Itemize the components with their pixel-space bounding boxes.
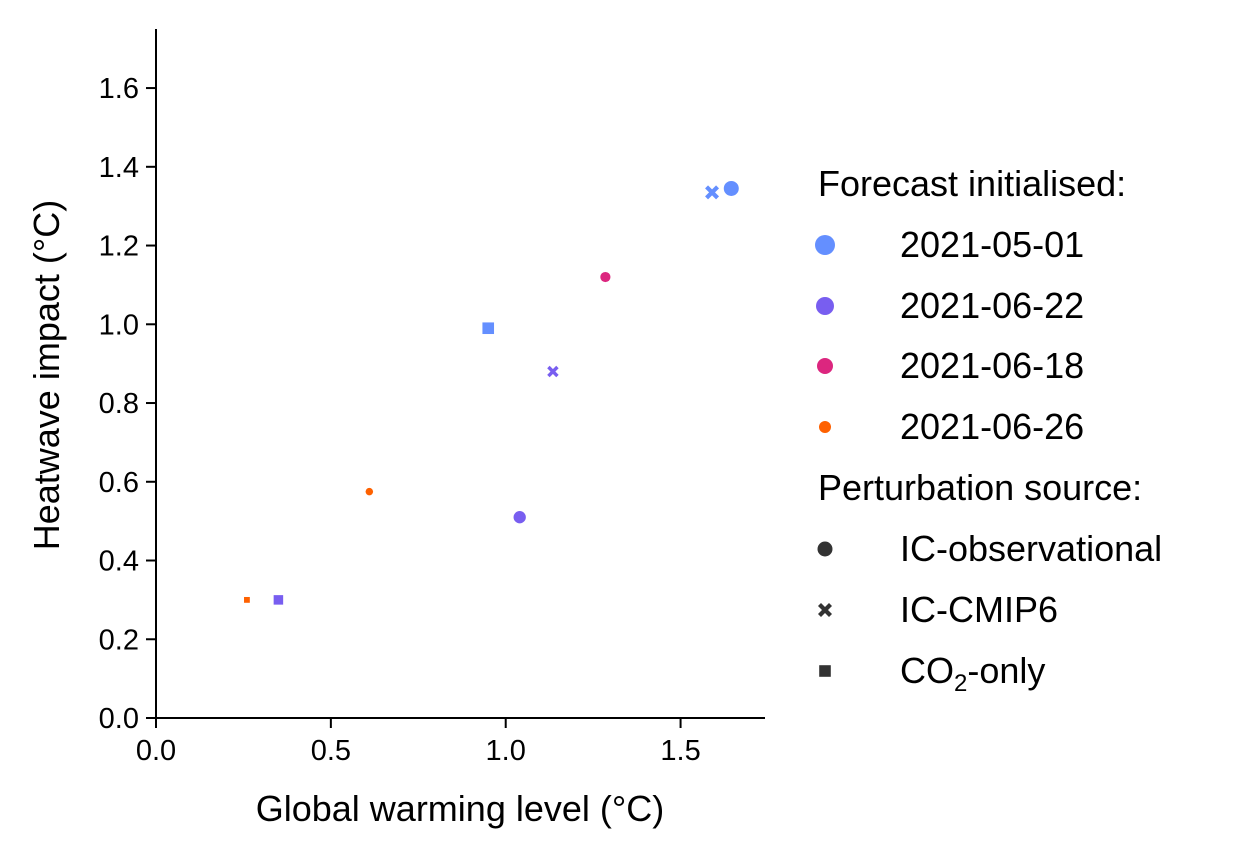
x-tick-label: 0.5 xyxy=(311,735,351,767)
data-point xyxy=(482,322,495,335)
legend-style-marker xyxy=(818,603,832,617)
legend-label-main: CO xyxy=(900,650,954,691)
y-axis-title: Heatwave impact (°C) xyxy=(26,200,67,551)
y-tick-label: 1.4 xyxy=(99,152,139,184)
x-tick-label: 0.0 xyxy=(136,735,176,767)
legend-style-label: IC-observational xyxy=(900,528,1162,569)
legend-hue-marker xyxy=(817,358,833,374)
x-axis-title: Global warming level (°C) xyxy=(256,788,665,829)
legend-style-label: IC-CMIP6 xyxy=(900,589,1058,630)
legend-hue-label: 2021-06-22 xyxy=(900,285,1084,326)
legend-hue-marker xyxy=(816,297,834,315)
legend-hue-label: 2021-05-01 xyxy=(900,224,1084,265)
legend-hue-marker xyxy=(819,421,831,433)
legend-label-subscript: 2 xyxy=(954,670,967,697)
legend-style-label: CO2-only xyxy=(900,650,1045,697)
legend-hue-entries: 2021-05-01 2021-06-22 2021-06-18 2021-06-26 xyxy=(815,224,1084,447)
data-point xyxy=(244,596,250,603)
legend-style-marker xyxy=(819,665,831,677)
data-point xyxy=(600,271,611,283)
data-points xyxy=(244,180,739,605)
y-tick-label: 1.6 xyxy=(99,73,139,105)
x-tick-label: 1.0 xyxy=(486,735,526,767)
axes: 0.0 0.5 1.0 1.5 0.0 0.2 0.4 0.6 0.8 1.0 1.2 1.4 1.6 xyxy=(99,29,765,767)
data-point xyxy=(273,595,284,605)
legend-hue-title: Forecast initialised: xyxy=(818,163,1126,204)
y-tick-label: 0.0 xyxy=(99,703,139,735)
data-point xyxy=(705,185,720,200)
legend-hue-label: 2021-06-18 xyxy=(900,345,1084,386)
y-tick-label: 1.0 xyxy=(99,309,139,341)
legend: Forecast initialised: 2021-05-01 2021-06-… xyxy=(815,163,1162,697)
x-tick-label: 1.5 xyxy=(660,735,700,767)
legend-style-entries: IC-observational IC-CMIP6 CO2-only xyxy=(817,528,1162,697)
data-point xyxy=(547,365,559,378)
y-tick-label: 0.2 xyxy=(99,624,139,656)
legend-hue-marker xyxy=(815,235,835,255)
data-point xyxy=(513,511,526,524)
legend-hue-label: 2021-06-26 xyxy=(900,406,1084,447)
legend-label-rest: -only xyxy=(967,650,1045,691)
legend-style-marker xyxy=(817,541,833,557)
x-ticks: 0.0 0.5 1.0 1.5 xyxy=(136,718,701,767)
y-ticks: 0.0 0.2 0.4 0.6 0.8 1.0 1.2 1.4 1.6 xyxy=(99,73,156,735)
y-tick-label: 0.8 xyxy=(99,388,139,420)
y-tick-label: 0.4 xyxy=(99,546,139,578)
y-tick-label: 0.6 xyxy=(99,467,139,499)
data-point xyxy=(723,180,739,196)
data-point xyxy=(365,487,374,496)
y-tick-label: 1.2 xyxy=(99,231,139,263)
legend-style-title: Perturbation source: xyxy=(818,467,1142,508)
